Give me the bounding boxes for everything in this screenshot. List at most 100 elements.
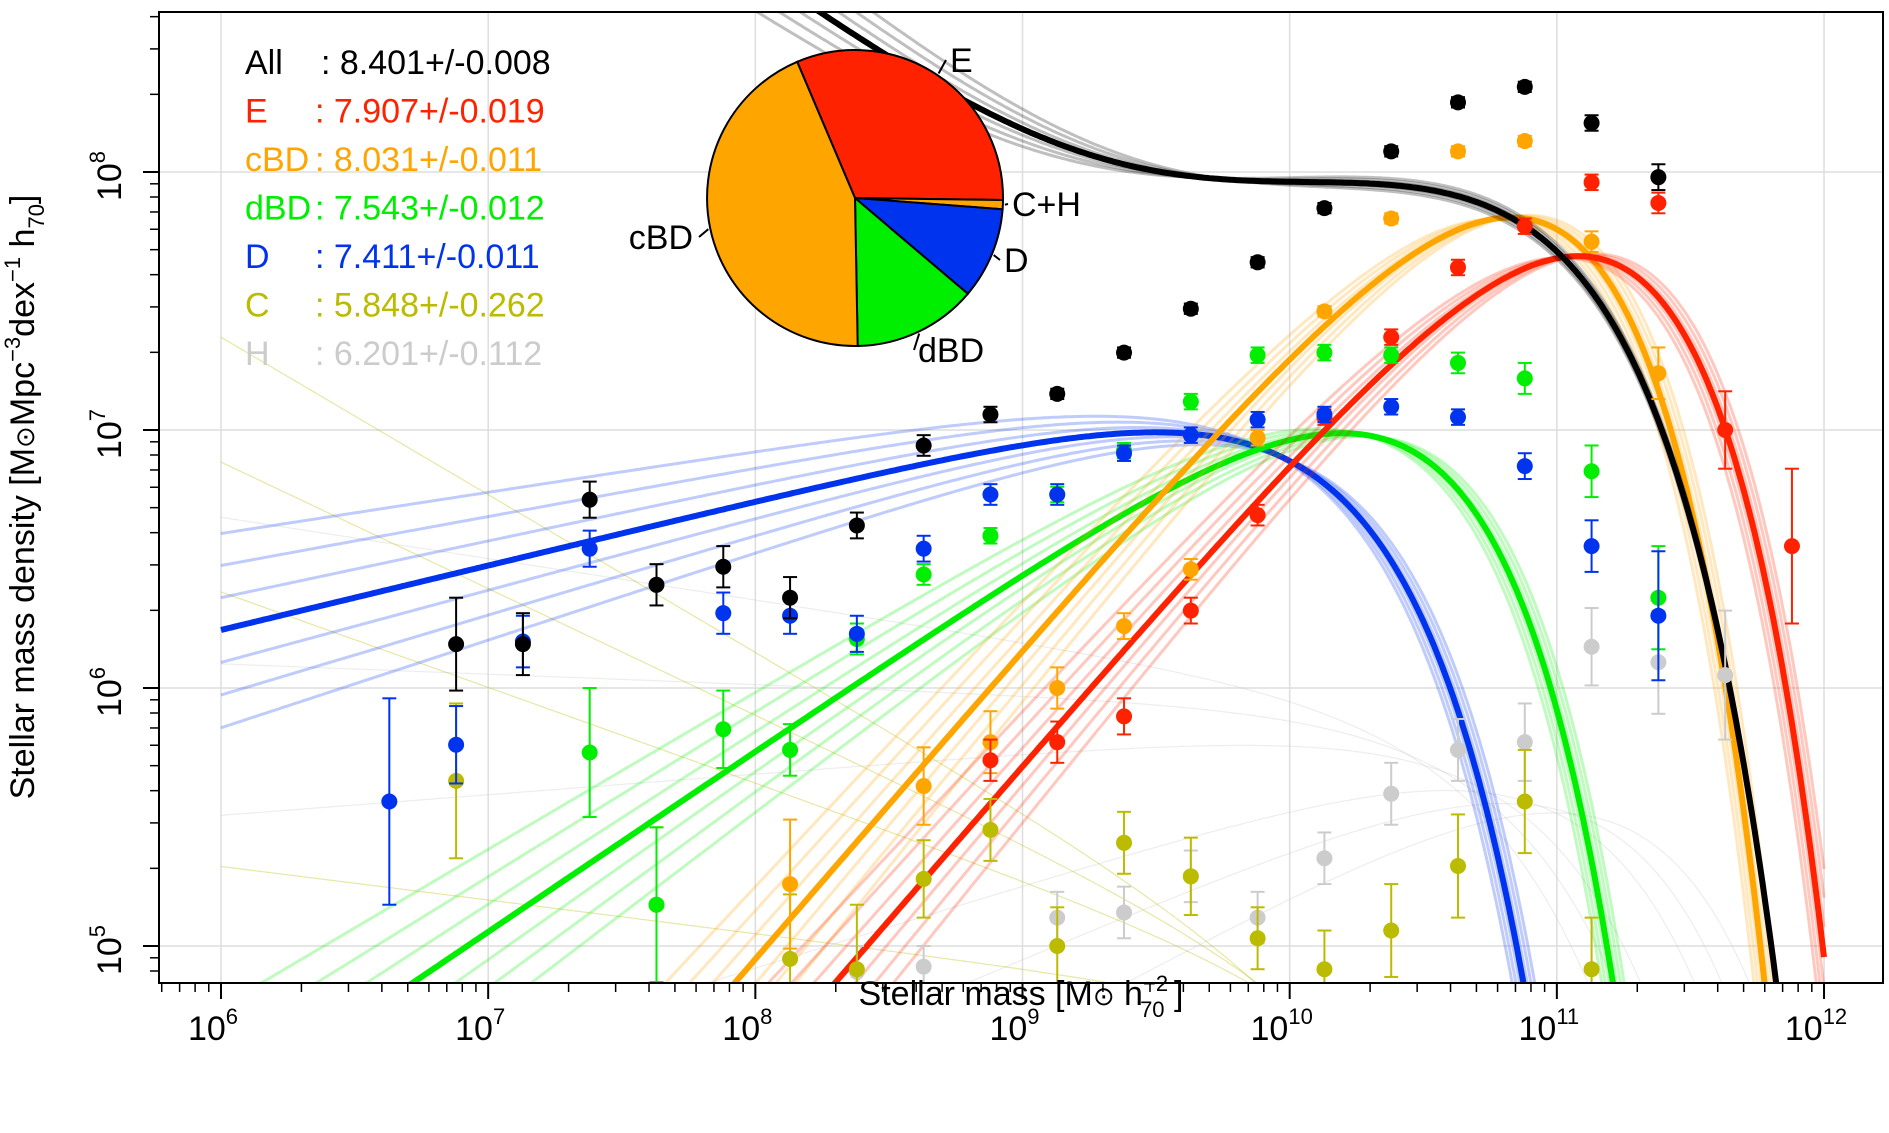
data-point-cBD	[1583, 233, 1600, 250]
legend-label-D: D	[245, 238, 270, 276]
data-point-cBD	[1249, 429, 1266, 446]
data-point-D	[1383, 398, 1400, 415]
data-point-D	[915, 540, 932, 557]
data-point-All	[1516, 78, 1533, 95]
data-point-All	[782, 589, 799, 606]
data-point-H	[1717, 667, 1734, 684]
legend-value-H: : 6.201+/-0.112	[315, 335, 542, 373]
fit-sample-cBD	[774, 214, 1774, 983]
data-point-dBD	[1249, 347, 1266, 364]
data-point-All	[915, 437, 932, 454]
data-point-All	[514, 636, 531, 653]
fit-sample-dBD	[528, 434, 1626, 983]
data-point-dBD	[1182, 393, 1199, 410]
data-point-D	[1516, 458, 1533, 475]
data-point-dBD	[1449, 354, 1466, 371]
plot-frame	[158, 11, 1884, 984]
data-point-All	[581, 491, 598, 508]
data-point-All	[1182, 300, 1199, 317]
data-point-cBD	[1116, 618, 1133, 635]
pie-label-E: E	[950, 42, 973, 80]
fit-sample-cBD	[687, 217, 1759, 983]
data-point-D	[715, 605, 732, 622]
pie-label-D: D	[1004, 242, 1029, 280]
data-point-cBD	[1383, 210, 1400, 227]
data-point-cBD	[1316, 303, 1333, 320]
data-point-D	[1316, 406, 1333, 423]
fit-sample-C	[220, 461, 1258, 983]
data-point-All	[715, 558, 732, 575]
fit-sample-D	[220, 439, 1533, 983]
data-point-All	[1049, 385, 1066, 402]
x-tick-label: 106	[188, 1004, 238, 1048]
data-point-D	[1182, 427, 1199, 444]
data-point-cBD	[1449, 143, 1466, 160]
data-point-dBD	[915, 566, 932, 583]
legend-label-All: All	[245, 44, 283, 82]
data-point-D	[1449, 409, 1466, 426]
data-point-All	[1449, 94, 1466, 111]
legend-value-C: : 5.848+/-0.262	[315, 287, 545, 325]
data-point-E	[1449, 259, 1466, 276]
data-point-dBD	[982, 527, 999, 544]
data-point-cBD	[1516, 133, 1533, 150]
fit-sample-E	[811, 255, 1825, 983]
data-point-C	[1449, 858, 1466, 875]
pie-slice-dBD	[853, 195, 970, 348]
data-point-All	[1650, 169, 1667, 186]
data-point-E	[1116, 708, 1133, 725]
data-point-C	[848, 961, 865, 978]
y-tick-label: 105	[85, 925, 129, 975]
data-point-cBD	[915, 778, 932, 795]
data-point-C	[1182, 868, 1199, 885]
x-tick-label: 108	[722, 1004, 772, 1048]
data-point-E	[1249, 507, 1266, 524]
legend-value-D: : 7.411+/-0.011	[315, 238, 540, 276]
data-point-H	[1516, 734, 1533, 751]
fit-sample-E	[789, 255, 1822, 983]
legend-label-H: H	[245, 335, 270, 373]
data-point-E	[1783, 538, 1800, 555]
data-point-dBD	[581, 744, 598, 761]
data-point-D	[982, 486, 999, 503]
fit-sample-H	[220, 663, 1615, 983]
fit-sample-dBD	[491, 433, 1622, 983]
data-point-All	[1316, 200, 1333, 217]
fit-sample-dBD	[258, 427, 1604, 983]
data-point-D	[581, 540, 598, 557]
data-point-H	[915, 958, 932, 975]
data-point-All	[1383, 143, 1400, 160]
legend-label-E: E	[245, 93, 268, 131]
data-point-C	[1583, 961, 1600, 978]
legend-value-All: : 8.401+/-0.008	[321, 44, 551, 82]
data-point-All	[1249, 254, 1266, 271]
data-point-E	[1182, 602, 1199, 619]
fit-sample-E	[766, 256, 1818, 983]
legend-label-dBD: dBD	[245, 190, 311, 228]
pie-label-dBD: dBD	[918, 332, 984, 370]
fit-sample-dBD	[313, 429, 1607, 983]
data-point-All	[1116, 344, 1133, 361]
fit-curve-All	[814, 12, 1780, 983]
fit-sample-C	[221, 1011, 1533, 1133]
data-point-D	[1116, 445, 1133, 462]
data-point-D	[1249, 411, 1266, 428]
x-tick-label: 1012	[1785, 1004, 1847, 1048]
data-point-C	[1049, 938, 1066, 954]
pie-leader-E	[937, 59, 947, 74]
data-point-D	[381, 793, 398, 810]
data-point-C	[1249, 930, 1266, 947]
pie-leader-C+H	[1004, 203, 1009, 206]
data-point-All	[448, 636, 465, 653]
data-point-cBD	[1650, 365, 1667, 382]
pie-label-cBD: cBD	[629, 219, 693, 257]
fit-sample-cBD	[793, 213, 1777, 983]
data-point-dBD	[1583, 463, 1600, 480]
data-point-dBD	[648, 896, 665, 913]
fit-sample-All	[754, 12, 1779, 983]
data-point-E	[1583, 174, 1600, 191]
fit-sample-H	[705, 789, 1696, 983]
data-point-H	[1116, 904, 1133, 921]
fit-sample-D	[220, 420, 1518, 983]
